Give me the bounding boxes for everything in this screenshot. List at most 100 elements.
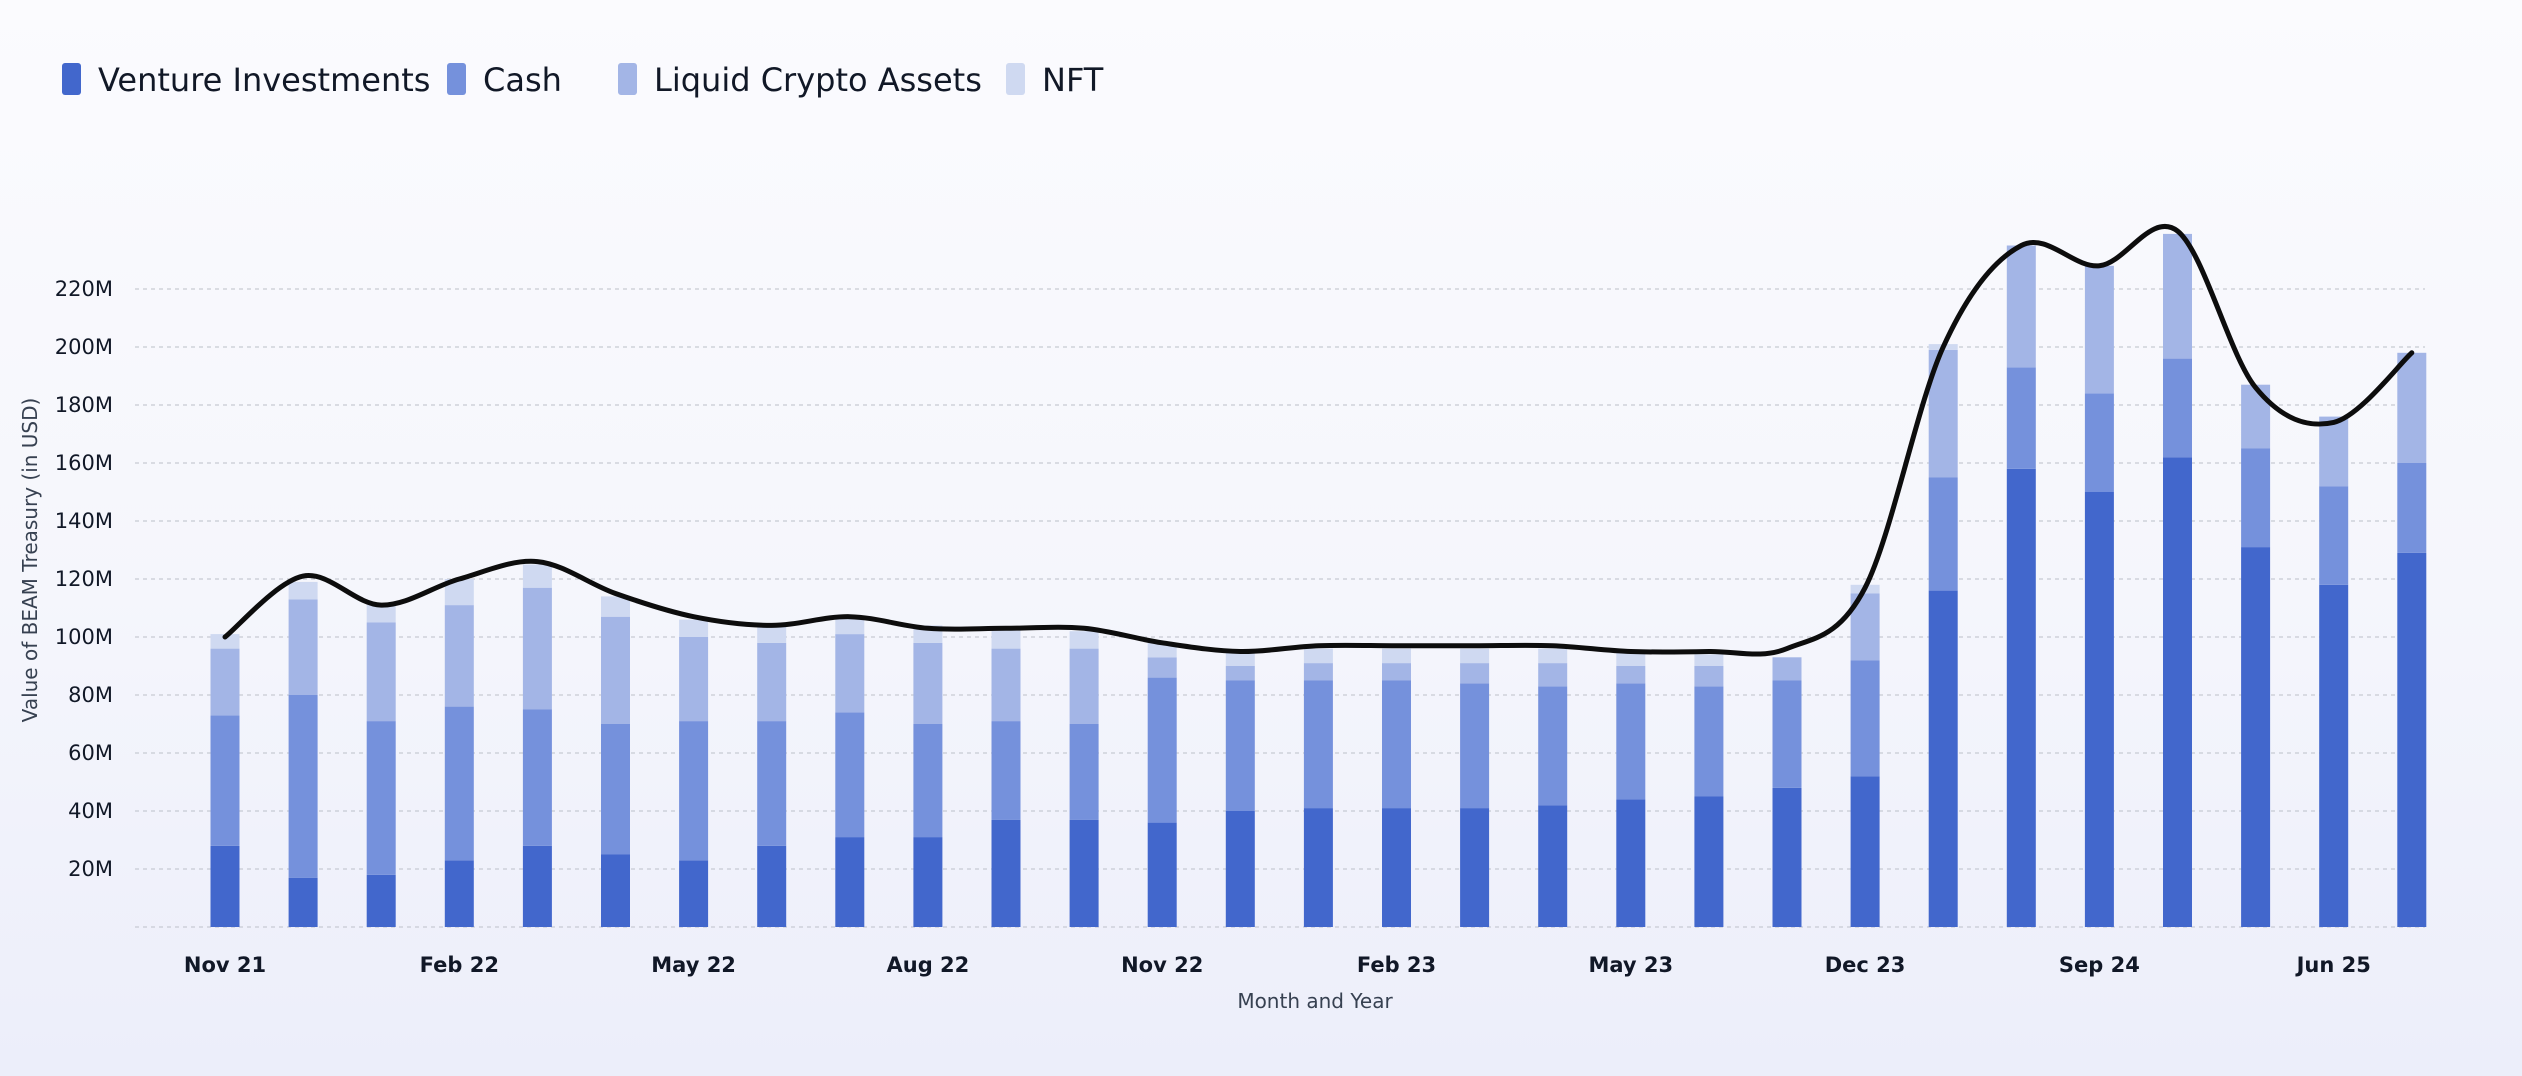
bar-segment: Mar 25 – Cash: 34M <box>2241 448 2271 548</box>
bar-segment: Mar 23 – NFT: 5M <box>1460 648 1490 664</box>
bar-stack: Nov 21 – Venture Investments: 28MNov 21 … <box>210 634 240 927</box>
bar-segment: Sep 24 – Liquid Crypto Assets: 44M <box>2084 265 2114 394</box>
bar-segment: Jun 22 – Cash: 43M <box>757 721 787 846</box>
bar-segment: Jan 23 – Liquid Crypto Assets: 6M <box>1303 663 1333 681</box>
bar-stack: Oct 22 – Venture Investments: 37MOct 22 … <box>1069 631 1099 927</box>
y-tick-label: 140M <box>55 509 113 533</box>
bar-segment: Nov 21 – Cash: 45M <box>210 715 240 846</box>
x-tick-label: Aug 22 <box>887 953 970 977</box>
legend-item: Cash <box>447 61 562 99</box>
bar-segment: Jan 22 – Liquid Crypto Assets: 34M <box>366 622 396 722</box>
bar-segment: Jun 22 – NFT: 6M <box>757 625 787 643</box>
bar-segment: Dec 24 – Venture Investments: 162M <box>2163 457 2192 927</box>
bar-segment: Jun 23 – Venture Investments: 45M <box>1694 796 1724 927</box>
bar-segment: Mar 23 – Venture Investments: 41M <box>1460 808 1490 927</box>
y-tick-label: 160M <box>55 451 113 475</box>
bar-segment: Feb 22 – Venture Investments: 23M <box>444 860 474 927</box>
bar-stack: May 23 – Venture Investments: 44MMay 23 … <box>1616 651 1646 927</box>
legend-swatch <box>62 63 81 95</box>
bar-stack: Jun 24 – Venture Investments: 158MJun 24… <box>2006 245 2036 927</box>
y-tick-label: 180M <box>55 393 113 417</box>
bar-segment: May 23 – Liquid Crypto Assets: 6M <box>1616 666 1646 684</box>
legend-swatch <box>447 63 466 95</box>
bar-segment: Jun 25 – Liquid Crypto Assets: 24M <box>2319 416 2349 487</box>
bar-segment: Jul 22 – Cash: 43M <box>835 712 865 838</box>
bar-segment: Nov 22 – Venture Investments: 36M <box>1147 822 1177 927</box>
bar-stack: Jan 23 – Venture Investments: 41MJan 23 … <box>1303 648 1333 927</box>
bars: Nov 21 – Venture Investments: 28MNov 21 … <box>210 233 2427 927</box>
y-tick-label: 100M <box>55 625 113 649</box>
bar-segment: Jul 23 – Cash: 37M <box>1772 680 1802 788</box>
bar-segment: Aug 25 – Liquid Crypto Assets: 38M <box>2397 352 2427 463</box>
bar-segment: Mar 22 – NFT: 8M <box>522 564 552 588</box>
y-tick-label: 120M <box>55 567 113 591</box>
legend-label: Liquid Crypto Assets <box>654 61 982 99</box>
total-trend-line <box>222 223 2415 657</box>
bar-segment: Sep 22 – Venture Investments: 37M <box>991 819 1021 927</box>
legend-label: NFT <box>1042 61 1104 99</box>
bar-stack: Feb 23 – Venture Investments: 41MFeb 23 … <box>1382 648 1411 927</box>
bar-segment: Dec 23 – Cash: 40M <box>1850 660 1880 777</box>
x-axis-title: Month and Year <box>1237 989 1393 1013</box>
bar-stack: Jun 25 – Venture Investments: 118MJun 25… <box>2319 416 2349 927</box>
bar-segment: Apr 23 – Cash: 41M <box>1538 686 1568 806</box>
bar-segment: Dec 24 – Liquid Crypto Assets: 43M <box>2163 233 2192 359</box>
bar-segment: Dec 21 – Cash: 63M <box>288 695 318 878</box>
bar-segment: Jul 22 – NFT: 6M <box>835 616 865 635</box>
bar-stack: Apr 23 – Venture Investments: 42MApr 23 … <box>1538 648 1568 927</box>
bar-segment: Jun 22 – Liquid Crypto Assets: 27M <box>757 642 787 722</box>
bar-segment: Mar 22 – Venture Investments: 28M <box>522 845 552 927</box>
legend-item: Venture Investments <box>62 61 430 99</box>
bar-stack: Aug 22 – Venture Investments: 31M Aug 22 … <box>913 625 943 927</box>
bar-segment: Jul 22 – Venture Investments: 31M <box>835 837 865 927</box>
bar-segment: May 22 – Venture Investments: 23M <box>679 860 709 927</box>
bar-segment: Sep 22 – Liquid Crypto Assets: 25M <box>991 648 1021 722</box>
bar-segment: Dec 22 – Cash: 45M <box>1225 680 1255 811</box>
x-tick-label: Feb 23 <box>1357 953 1436 977</box>
bar-segment: Dec 21 – Liquid Crypto Assets: 33M <box>288 599 318 695</box>
bar-segment: Nov 21 – NFT: 5M <box>210 634 240 649</box>
bar-stack: Dec 22 – Venture Investments: 40MDec 22 … <box>1225 651 1255 927</box>
bar-segment: Mar 24 – Venture Investments: 116M <box>1928 590 1958 927</box>
bar-segment: Dec 21 – NFT: 6M <box>288 581 318 600</box>
bar-segment: Mar 25 – Venture Investments: 131M <box>2241 547 2271 927</box>
y-tick-label: 40M <box>68 799 113 823</box>
y-tick-label: 200M <box>55 335 113 359</box>
bar-segment: Sep 24 – Cash: 34M <box>2084 393 2114 492</box>
bar-segment: Oct 22 – NFT: 6M <box>1069 631 1099 649</box>
y-tick-label: 60M <box>68 741 113 765</box>
x-tick-label: Nov 21 <box>184 953 266 977</box>
bar-segment: Nov 22 – NFT: 5M <box>1147 642 1177 658</box>
bar-segment: Feb 23 – Venture Investments: 41M <box>1382 808 1411 927</box>
bar-stack: Dec 21 – Venture Investments: 17MDec 21 … <box>288 581 318 927</box>
legend: Venture Investments Cash Liquid Crypto Ass… <box>62 61 1104 99</box>
bar-segment: May 22 – NFT: 6M <box>679 619 709 637</box>
bar-segment: Jul 22 – Liquid Crypto Assets: 27M <box>835 634 865 713</box>
bar-segment: May 23 – Cash: 40M <box>1616 683 1646 800</box>
bar-segment: Jul 23 – Liquid Crypto Assets: 8M <box>1772 657 1802 681</box>
bar-segment: Jan 23 – NFT: 5M <box>1303 648 1333 664</box>
bar-segment: Jun 25 – Cash: 34M <box>2319 486 2349 585</box>
bar-segment: Aug 22 – Liquid Crypto Assets: 28M <box>913 642 943 724</box>
bar-segment: Apr 23 – Liquid Crypto Assets: 8M <box>1538 663 1568 687</box>
bar-segment: Dec 22 – Venture Investments: 40M <box>1225 811 1255 927</box>
bar-segment: Feb 23 – Cash: 44M <box>1382 680 1411 809</box>
bar-segment: May 23 – Venture Investments: 44M <box>1616 799 1646 927</box>
bar-stack: Sep 24 – Venture Investments: 150MSep 24… <box>2084 265 2114 927</box>
bar-segment: Jun 24 – Cash: 35M <box>2006 367 2036 469</box>
bar-segment: Aug 22 – Venture Investments: 31M <box>913 837 943 927</box>
bar-stack: Nov 22 – Venture Investments: 36M Nov 22 … <box>1147 642 1177 927</box>
bar-stack: Dec 23 – Venture Investments: 52MDec 23 … <box>1850 584 1880 927</box>
bar-segment: Nov 22 – Liquid Crypto Assets: 7M <box>1147 657 1177 678</box>
bar-segment: Feb 23 – NFT: 5M <box>1382 648 1411 664</box>
y-tick-label: 20M <box>68 857 113 881</box>
x-axis-ticks: Nov 21 Feb 22 May 22 Aug 22 Nov 22 Feb 23 May … <box>184 953 2371 977</box>
bar-segment: Apr 22 – Cash: 45M <box>601 724 630 855</box>
bar-segment: Apr 22 – Venture Investments: 25M <box>601 854 630 927</box>
bar-segment: Jan 23 – Cash: 44M <box>1303 680 1333 809</box>
bar-segment: Dec 22 – NFT: 5M <box>1225 651 1255 666</box>
trend-line-group <box>222 223 2415 657</box>
bar-segment: Jun 23 – NFT: 4M <box>1694 654 1724 666</box>
bar-stack: Dec 24 – Venture Investments: 162M Dec 24… <box>2163 233 2192 927</box>
